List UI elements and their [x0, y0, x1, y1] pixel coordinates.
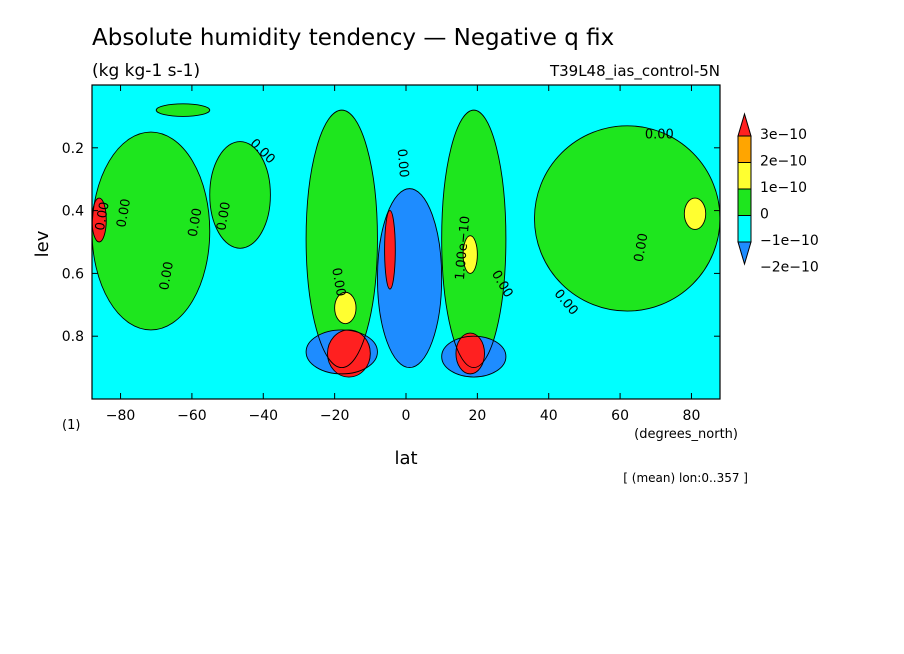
contour-line-6: [377, 188, 443, 369]
y-tick-label-0: 0.2: [62, 141, 84, 157]
x-tick-label-0: −80: [106, 408, 136, 424]
region-5: [534, 125, 720, 312]
region-15: [684, 198, 706, 230]
x-tick-label-5: 20: [468, 408, 486, 424]
region-9: [327, 329, 371, 378]
colorbar-swatch-3: [737, 188, 752, 216]
x-axis: −80 −60 −40 −20 0 20 40 60 80: [106, 85, 701, 424]
contour-label-5: 0.00: [186, 207, 206, 238]
contour-line-7: [305, 329, 378, 375]
colorbar-label-0: 3e−10: [760, 127, 807, 143]
colorbar-label-5: −2e−10: [760, 260, 819, 276]
contour-label-0: 0.00: [645, 127, 674, 142]
colorbar-label-3: 0: [760, 207, 769, 223]
contour-line-15: [683, 197, 707, 230]
x-tick-label-2: −40: [248, 408, 278, 424]
colorbar-swatch-4: [737, 215, 752, 243]
contour-line-9: [327, 329, 371, 378]
x-tick-label-3: −20: [320, 408, 350, 424]
plot-area: 0.000.000.00 0.000.000.00 0.000.000.001.00…: [92, 85, 720, 399]
colorbar-legend: 3e−10 2e−10 1e−10 0 −1e−10 −2e−10: [737, 112, 819, 276]
x-tick-label-7: 60: [611, 408, 629, 424]
y-tick-label-3: 0.8: [62, 329, 84, 345]
region-3: [306, 110, 378, 368]
contour-line-12: [455, 332, 485, 375]
contour-label-9: 1.00e−10: [453, 215, 474, 280]
contour-label-3: 0.00: [114, 198, 134, 229]
chart-units: (kg kg-1 s-1): [92, 61, 200, 81]
region-14: [334, 292, 357, 324]
region-0: [92, 132, 210, 330]
x-tick-label-8: 80: [683, 408, 701, 424]
contour-line-4: [441, 109, 507, 369]
contour-line-3: [305, 109, 378, 369]
region-1: [209, 141, 271, 249]
colorbar-swatch-2: [737, 162, 752, 190]
y-tick-label-1: 0.4: [62, 204, 84, 220]
chart-title: Absolute humidity tendency — Negative q …: [92, 25, 614, 51]
x-tick-label-6: 40: [540, 408, 558, 424]
region-12: [455, 333, 485, 374]
contour-label-4: 0.00: [157, 260, 177, 291]
contour-label-2: 0.00: [93, 201, 113, 232]
colorbar-top-arrow: [737, 112, 752, 137]
contour-line-11: [92, 197, 107, 243]
colorbar-bottom-arrow: [737, 241, 752, 266]
contour-label-6: 0.00: [214, 201, 234, 232]
colorbar-label-1: 2e−10: [760, 154, 807, 170]
x-tick-label-1: −60: [177, 408, 207, 424]
contour-label-8: 0.00: [394, 148, 411, 178]
contour-line-5: [534, 125, 720, 312]
contour-line-13: [462, 235, 478, 274]
colorbar-swatch-1: [737, 135, 752, 163]
region-2: [156, 103, 210, 117]
contour-line-8: [441, 335, 507, 378]
colorbar-label-2: 1e−10: [760, 180, 807, 196]
run-label: T39L48_ias_control-5N: [549, 62, 720, 81]
x-axis-units: (degrees_north): [634, 427, 738, 442]
contour-label-7: 0.00: [328, 267, 348, 298]
contour-line-14: [334, 291, 357, 325]
x-axis-label: lat: [394, 448, 417, 469]
colorbar-label-4: −1e−10: [760, 233, 819, 249]
y-axis-label: lev: [32, 230, 53, 257]
contour-label-12: 0.00: [632, 232, 652, 263]
x-tick-label-4: 0: [402, 408, 411, 424]
y-tick-label-2: 0.6: [62, 266, 84, 282]
contour-line-1: [209, 141, 271, 249]
contour-line-2: [155, 103, 211, 117]
y-axis-units: (1): [62, 418, 80, 433]
contour-line-10: [384, 210, 396, 290]
region-10: [384, 210, 396, 290]
region-13: [463, 235, 478, 274]
contour-line-0: [92, 131, 211, 331]
y-axis: 0.2 0.4 0.6 0.8: [62, 141, 720, 345]
footnote: [ (mean) lon:0..357 ]: [623, 471, 748, 485]
region-11: [92, 198, 107, 242]
